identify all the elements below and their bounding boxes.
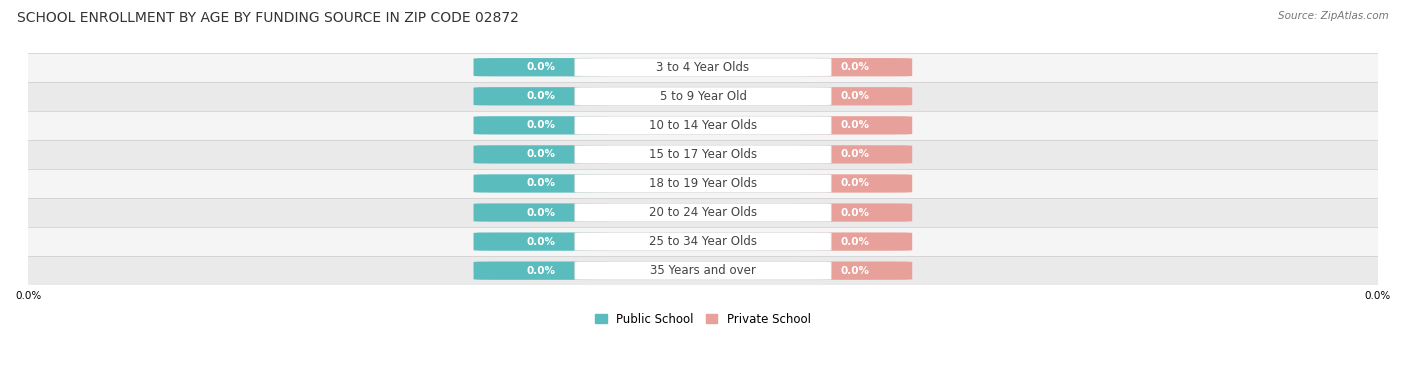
FancyBboxPatch shape [797, 174, 912, 193]
FancyBboxPatch shape [797, 87, 912, 106]
Text: 0.0%: 0.0% [841, 62, 869, 72]
Bar [28, 256, 1378, 285]
Text: SCHOOL ENROLLMENT BY AGE BY FUNDING SOURCE IN ZIP CODE 02872: SCHOOL ENROLLMENT BY AGE BY FUNDING SOUR… [17, 11, 519, 25]
Text: 0.0%: 0.0% [526, 207, 555, 218]
FancyBboxPatch shape [474, 262, 609, 280]
Text: 20 to 24 Year Olds: 20 to 24 Year Olds [650, 206, 756, 219]
Bar [28, 169, 1378, 198]
Text: 10 to 14 Year Olds: 10 to 14 Year Olds [650, 119, 756, 132]
Text: 0.0%: 0.0% [841, 91, 869, 101]
Text: 18 to 19 Year Olds: 18 to 19 Year Olds [650, 177, 756, 190]
Bar [28, 111, 1378, 140]
FancyBboxPatch shape [575, 233, 831, 251]
FancyBboxPatch shape [575, 203, 831, 222]
FancyBboxPatch shape [797, 116, 912, 135]
FancyBboxPatch shape [474, 203, 609, 222]
FancyBboxPatch shape [474, 174, 609, 193]
Text: 0.0%: 0.0% [526, 91, 555, 101]
FancyBboxPatch shape [474, 87, 609, 106]
FancyBboxPatch shape [474, 116, 609, 135]
Text: 0.0%: 0.0% [841, 178, 869, 188]
FancyBboxPatch shape [575, 116, 831, 135]
Bar [28, 198, 1378, 227]
FancyBboxPatch shape [575, 58, 831, 77]
FancyBboxPatch shape [575, 145, 831, 164]
Text: 0.0%: 0.0% [841, 207, 869, 218]
FancyBboxPatch shape [797, 145, 912, 164]
Text: 0.0%: 0.0% [526, 149, 555, 159]
Text: 3 to 4 Year Olds: 3 to 4 Year Olds [657, 61, 749, 74]
Text: 0.0%: 0.0% [841, 266, 869, 276]
Text: 5 to 9 Year Old: 5 to 9 Year Old [659, 90, 747, 103]
Bar [28, 82, 1378, 111]
FancyBboxPatch shape [575, 174, 831, 193]
Text: 0.0%: 0.0% [526, 266, 555, 276]
FancyBboxPatch shape [797, 58, 912, 77]
FancyBboxPatch shape [797, 262, 912, 280]
Text: 15 to 17 Year Olds: 15 to 17 Year Olds [650, 148, 756, 161]
Bar [28, 53, 1378, 82]
Text: 0.0%: 0.0% [526, 62, 555, 72]
FancyBboxPatch shape [474, 145, 609, 164]
FancyBboxPatch shape [474, 233, 609, 251]
Text: Source: ZipAtlas.com: Source: ZipAtlas.com [1278, 11, 1389, 21]
Text: 0.0%: 0.0% [841, 149, 869, 159]
Text: 0.0%: 0.0% [841, 120, 869, 130]
Text: 0.0%: 0.0% [526, 237, 555, 247]
Bar [28, 227, 1378, 256]
Text: 0.0%: 0.0% [526, 178, 555, 188]
Bar [28, 140, 1378, 169]
Text: 25 to 34 Year Olds: 25 to 34 Year Olds [650, 235, 756, 248]
FancyBboxPatch shape [474, 58, 609, 77]
FancyBboxPatch shape [797, 203, 912, 222]
Legend: Public School, Private School: Public School, Private School [591, 308, 815, 330]
FancyBboxPatch shape [797, 233, 912, 251]
Text: 35 Years and over: 35 Years and over [650, 264, 756, 277]
Text: 0.0%: 0.0% [526, 120, 555, 130]
FancyBboxPatch shape [575, 87, 831, 106]
FancyBboxPatch shape [575, 262, 831, 280]
Text: 0.0%: 0.0% [841, 237, 869, 247]
